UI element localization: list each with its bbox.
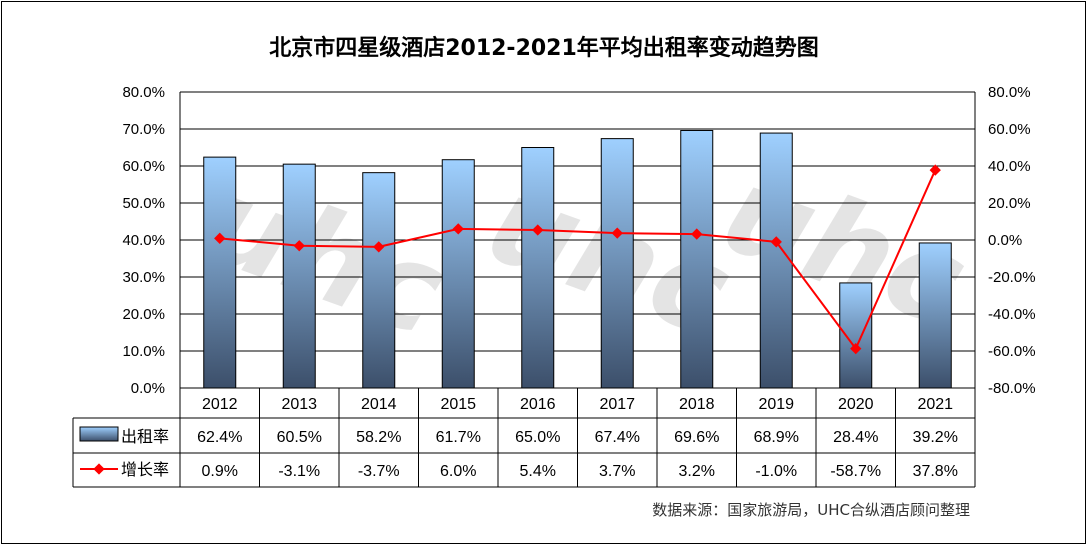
chart-title: 北京市四星级酒店2012-2021年平均出租率变动趋势图	[269, 35, 819, 61]
bar	[282, 163, 316, 389]
table-cell-growth: 0.9%	[202, 463, 238, 480]
bar	[441, 159, 475, 389]
growth-rate-line	[219, 169, 937, 351]
table-cell-growth: 3.2%	[679, 463, 715, 480]
x-tick-label: 2020	[838, 396, 874, 413]
table-cell-growth: -3.7%	[358, 463, 400, 480]
table-cell-growth: -3.1%	[278, 463, 320, 480]
right-axis-tick: -40.0%	[988, 306, 1036, 323]
bar	[203, 156, 237, 389]
right-axis-tick: 40.0%	[988, 158, 1031, 175]
table-cell-occupancy: 58.2%	[356, 429, 401, 446]
line-series-legend-marker	[93, 463, 105, 475]
line-series-legend-label: 增长率	[121, 461, 169, 479]
left-axis-tick: 0.0%	[131, 380, 165, 397]
right-axis-tick: 60.0%	[988, 121, 1031, 138]
bar-series-legend-key	[79, 426, 119, 442]
x-tick-label: 2014	[361, 396, 397, 413]
growth-rate-point	[850, 342, 862, 355]
growth-rate-point	[452, 223, 464, 235]
table-cell-occupancy: 67.4%	[595, 429, 640, 446]
growth-rate-point	[611, 227, 623, 239]
bar	[839, 282, 873, 389]
growth-rate-point	[532, 224, 544, 236]
x-tick-label: 2018	[679, 396, 715, 413]
table-cell-growth: 6.0%	[440, 463, 476, 480]
growth-rate-point	[770, 236, 782, 248]
x-tick-label: 2019	[758, 396, 794, 413]
table-cell-growth: -58.7%	[830, 463, 881, 480]
right-axis-tick: -60.0%	[988, 343, 1036, 360]
table-cell-occupancy: 62.4%	[197, 429, 242, 446]
right-axis-tick: 80.0%	[988, 84, 1031, 101]
bar	[521, 147, 555, 389]
right-axis-tick: 0.0%	[988, 232, 1022, 249]
x-tick-label: 2016	[520, 396, 556, 413]
table-cell-occupancy: 65.0%	[515, 429, 560, 446]
bar	[759, 132, 793, 389]
left-axis-tick: 50.0%	[122, 195, 165, 212]
bar	[680, 129, 714, 389]
growth-rate-point	[293, 240, 305, 252]
table-cell-occupancy: 28.4%	[833, 429, 878, 446]
x-tick-label: 2012	[202, 396, 238, 413]
bar	[362, 172, 396, 389]
table-cell-growth: 37.8%	[913, 463, 958, 480]
growth-rate-point	[929, 164, 941, 176]
right-axis-tick: -20.0%	[988, 269, 1036, 286]
table-cell-occupancy: 60.5%	[277, 429, 322, 446]
table-cell-occupancy: 68.9%	[754, 429, 799, 446]
table-cell-occupancy: 39.2%	[913, 429, 958, 446]
table-cell-growth: 3.7%	[599, 463, 635, 480]
left-axis-tick: 40.0%	[122, 232, 165, 249]
left-axis-tick: 10.0%	[122, 343, 165, 360]
left-axis-tick: 60.0%	[122, 158, 165, 175]
bar	[600, 138, 634, 389]
x-tick-label: 2015	[440, 396, 476, 413]
x-tick-label: 2013	[281, 396, 317, 413]
bar-series-legend-label: 出租率	[121, 428, 169, 446]
left-axis-tick: 70.0%	[122, 121, 165, 138]
left-axis-tick: 80.0%	[122, 84, 165, 101]
x-tick-label: 2021	[917, 396, 953, 413]
bar	[918, 242, 952, 389]
growth-rate-point	[214, 232, 226, 244]
table-cell-occupancy: 61.7%	[436, 429, 481, 446]
left-axis-tick: 20.0%	[122, 306, 165, 323]
table-cell-growth: 5.4%	[520, 463, 556, 480]
table-cell-occupancy: 69.6%	[674, 429, 719, 446]
right-axis-tick: 20.0%	[988, 195, 1031, 212]
source-note: 数据来源：国家旅游局，UHC合纵酒店顾问整理	[652, 501, 970, 519]
right-axis-tick: -80.0%	[988, 380, 1036, 397]
growth-rate-point	[691, 228, 703, 240]
growth-rate-point	[373, 241, 385, 253]
x-tick-label: 2017	[599, 396, 635, 413]
table-cell-growth: -1.0%	[755, 463, 797, 480]
left-axis-tick: 30.0%	[122, 269, 165, 286]
